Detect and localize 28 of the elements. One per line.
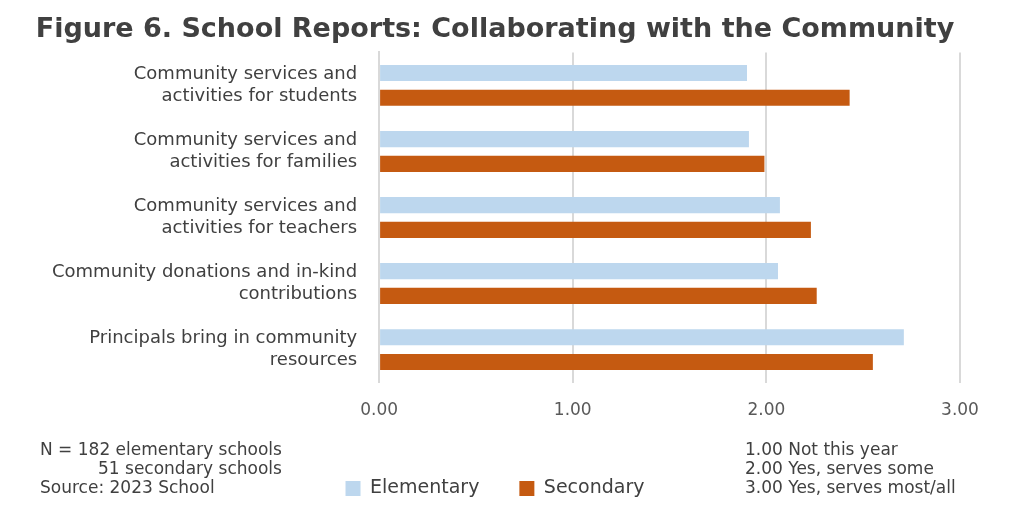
bar — [380, 353, 873, 371]
text: 51 secondary schools — [97, 458, 282, 478]
y-tick-label: Community donations and in-kind contributions — [51, 260, 358, 304]
y-tick-label: Principals bring in community resources — [89, 326, 358, 370]
source-note: Source: 2023 School — [40, 477, 216, 497]
bar — [380, 263, 778, 280]
legend-label: Secondary — [543, 475, 645, 498]
text: N = 182 elementary schools — [40, 439, 282, 459]
text: 1.00 Not this year — [745, 439, 899, 459]
y-tick-label: Community services and activities for teachers — [133, 194, 358, 237]
bar — [380, 89, 850, 106]
bar — [380, 131, 749, 148]
bar — [380, 329, 904, 346]
x-tick-label: 1.00 — [553, 399, 592, 420]
y-tick-label: Community services and activities for students — [133, 62, 358, 105]
chart-title: Figure 6. School Reports: Collaborating with the Community — [35, 12, 955, 44]
legend-label: Elementary — [370, 475, 480, 498]
text: 2.00 Yes, serves some — [745, 458, 935, 478]
y-tick-label: Community services and activities for families — [133, 128, 358, 171]
x-tick-label: 2.00 — [747, 399, 786, 420]
bar — [380, 64, 748, 82]
x-tick-label: 0.00 — [360, 399, 399, 420]
text: 3.00 Yes, serves most/all — [745, 477, 956, 497]
bar — [380, 287, 817, 304]
x-tick-label: 3.00 — [941, 399, 979, 420]
bar — [380, 155, 765, 172]
bar — [380, 197, 780, 214]
bar — [380, 221, 811, 238]
